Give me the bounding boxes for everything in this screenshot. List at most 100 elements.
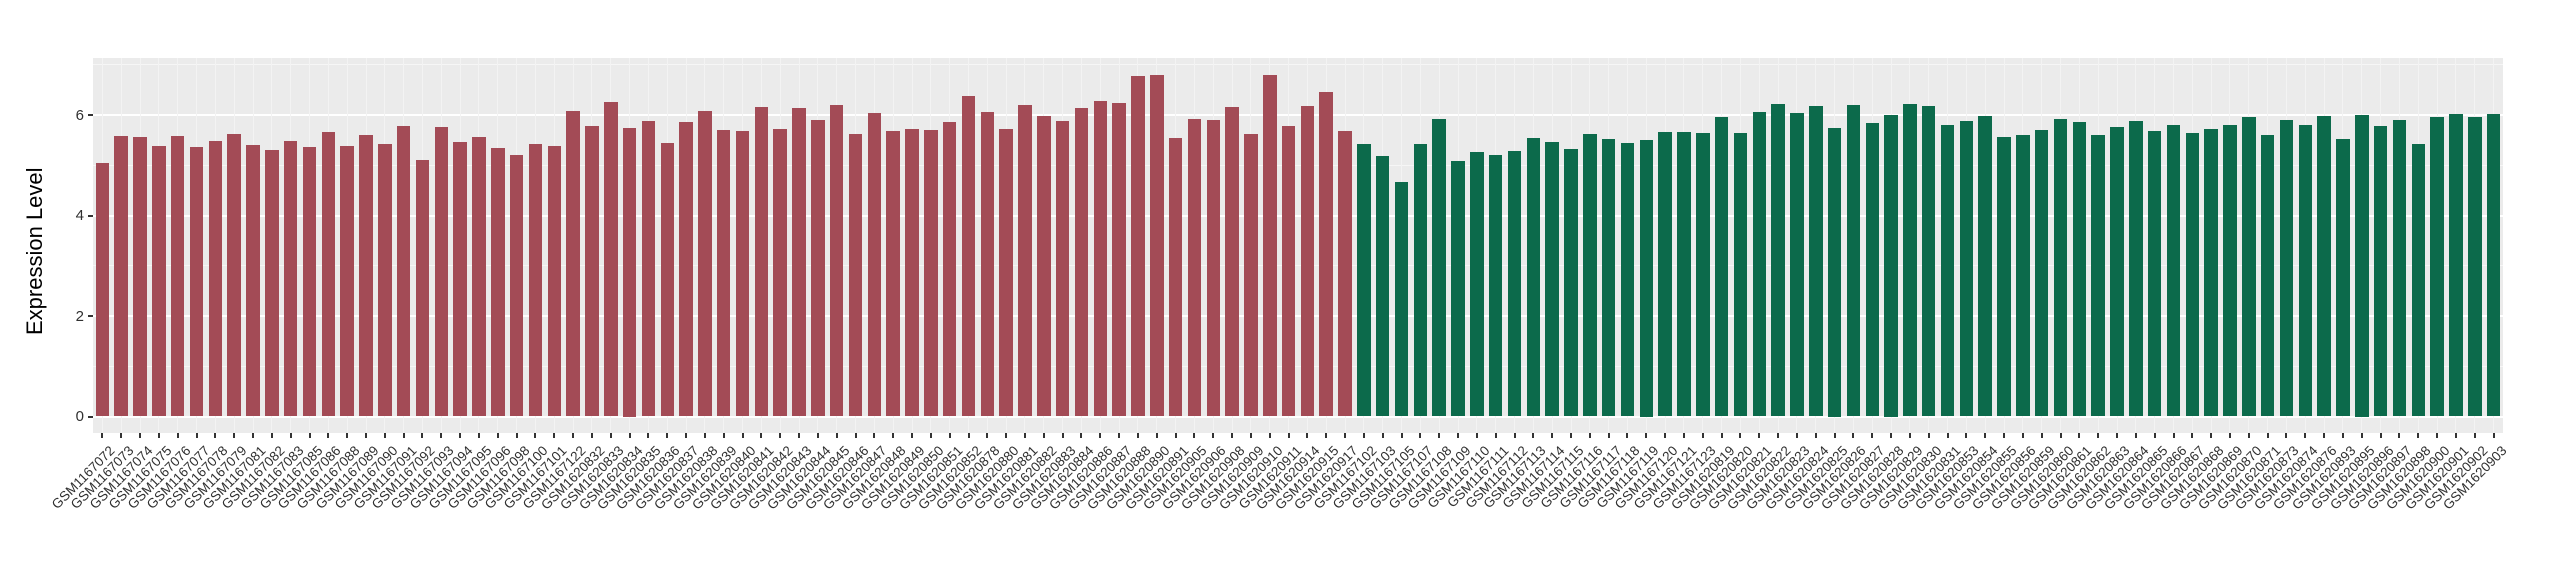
x-tick-mark xyxy=(911,433,914,438)
gridline-minor xyxy=(93,365,2503,367)
bar-GSM1167096 xyxy=(491,148,505,417)
bar-GSM1620830 xyxy=(1921,105,1936,417)
bar-GSM1620847 xyxy=(867,113,882,417)
bar-GSM1620867 xyxy=(2185,132,2200,417)
x-tick-mark xyxy=(2003,433,2006,438)
x-tick-mark xyxy=(1814,433,1817,438)
x-tick-mark xyxy=(459,433,462,438)
bar-GSM1620884 xyxy=(1074,107,1089,417)
x-tick-mark xyxy=(798,433,801,438)
x-tick-mark xyxy=(1984,433,1987,438)
bar-GSM1167072 xyxy=(95,162,110,417)
x-tick-mark xyxy=(1532,433,1535,438)
x-tick-mark xyxy=(1174,433,1177,438)
x-tick-mark xyxy=(327,433,330,438)
x-tick-mark xyxy=(214,433,217,438)
bar-GSM1620839 xyxy=(716,130,731,417)
x-tick-mark xyxy=(1682,433,1685,438)
bar-GSM1620825 xyxy=(1827,127,1842,417)
x-tick-mark xyxy=(365,433,367,438)
x-tick-mark xyxy=(1118,433,1121,438)
x-tick-mark xyxy=(101,433,104,438)
x-tick-mark xyxy=(1645,433,1648,438)
x-tick-mark xyxy=(553,433,556,438)
x-tick-mark xyxy=(779,433,782,438)
x-tick-mark xyxy=(1381,433,1384,438)
bar-GSM1620850 xyxy=(924,129,938,417)
bar-GSM1620821 xyxy=(1752,112,1767,417)
bar-GSM1167074 xyxy=(133,137,147,417)
bar-GSM1620863 xyxy=(2110,127,2124,417)
bar-GSM1620893 xyxy=(2336,139,2350,417)
bar-GSM1167086 xyxy=(321,131,336,417)
bar-GSM1167095 xyxy=(472,136,486,417)
x-tick-mark xyxy=(741,433,744,438)
x-tick-mark xyxy=(572,433,575,438)
gridline-minor xyxy=(93,265,2503,267)
bar-GSM1167102 xyxy=(1357,144,1371,417)
bar-GSM1167114 xyxy=(1545,141,1559,417)
bar-GSM1620861 xyxy=(2072,121,2087,417)
x-tick-mark xyxy=(2379,433,2382,438)
gridline-major xyxy=(93,214,2503,217)
x-tick-mark xyxy=(590,433,593,438)
x-tick-mark xyxy=(1494,433,1497,438)
bar-GSM1620842 xyxy=(773,128,787,417)
x-tick-mark xyxy=(252,433,255,438)
bar-GSM1620865 xyxy=(2147,130,2162,417)
y-tick-mark xyxy=(88,415,93,418)
x-tick-mark xyxy=(854,433,857,438)
bar-GSM1620835 xyxy=(641,121,656,417)
bar-GSM1167081 xyxy=(246,145,260,417)
bar-GSM1620828 xyxy=(1884,115,1898,417)
x-tick-mark xyxy=(1061,433,1064,438)
bar-GSM1620874 xyxy=(2298,125,2313,417)
x-tick-mark xyxy=(2021,433,2024,438)
bar-GSM1620824 xyxy=(1809,105,1823,417)
bar-GSM1167098 xyxy=(509,155,524,417)
x-tick-mark xyxy=(1927,433,1930,438)
bar-GSM1620822 xyxy=(1771,103,1785,417)
x-tick-mark xyxy=(685,433,688,438)
x-tick-mark xyxy=(1551,433,1554,438)
gridline-minor xyxy=(93,164,2503,166)
x-tick-mark xyxy=(967,433,970,438)
bar-GSM1167111 xyxy=(1488,155,1503,417)
bar-GSM1167107 xyxy=(1413,144,1428,417)
x-tick-mark xyxy=(1513,433,1516,438)
x-tick-mark xyxy=(1080,433,1083,438)
x-tick-mark xyxy=(421,433,424,438)
bar-GSM1167094 xyxy=(453,142,467,417)
x-tick-mark xyxy=(2341,433,2344,438)
x-tick-mark xyxy=(440,433,443,438)
bar-GSM1620873 xyxy=(2279,120,2294,417)
bar-GSM1620837 xyxy=(679,121,693,417)
x-tick-mark xyxy=(1588,433,1591,438)
bar-GSM1620836 xyxy=(660,142,674,417)
bar-GSM1167116 xyxy=(1583,134,1597,417)
x-tick-mark xyxy=(647,433,650,438)
bar-GSM1167101 xyxy=(547,145,562,417)
x-tick-mark xyxy=(816,433,819,438)
x-tick-mark xyxy=(1607,433,1610,438)
bar-GSM1620848 xyxy=(886,131,900,417)
bar-GSM1620859 xyxy=(2034,130,2049,417)
x-tick-mark xyxy=(1946,433,1949,438)
bar-GSM1620896 xyxy=(2373,126,2388,417)
x-tick-mark xyxy=(1664,433,1667,438)
plot-panel xyxy=(93,58,2503,433)
y-tick-mark xyxy=(88,214,93,217)
bar-GSM1620914 xyxy=(1300,106,1315,417)
x-tick-mark xyxy=(195,433,198,438)
x-tick-mark xyxy=(233,433,236,438)
y-tick-label: 0 xyxy=(75,408,84,425)
bar-GSM1620886 xyxy=(1093,101,1108,417)
x-tick-mark xyxy=(1099,433,1102,438)
x-tick-mark xyxy=(2323,433,2326,438)
x-tick-mark xyxy=(2210,433,2213,438)
bar-GSM1620820 xyxy=(1733,133,1748,417)
y-tick-label: 2 xyxy=(75,307,84,325)
x-tick-mark xyxy=(1475,433,1478,438)
x-tick-mark xyxy=(1042,433,1045,438)
x-tick-mark xyxy=(2398,433,2401,438)
